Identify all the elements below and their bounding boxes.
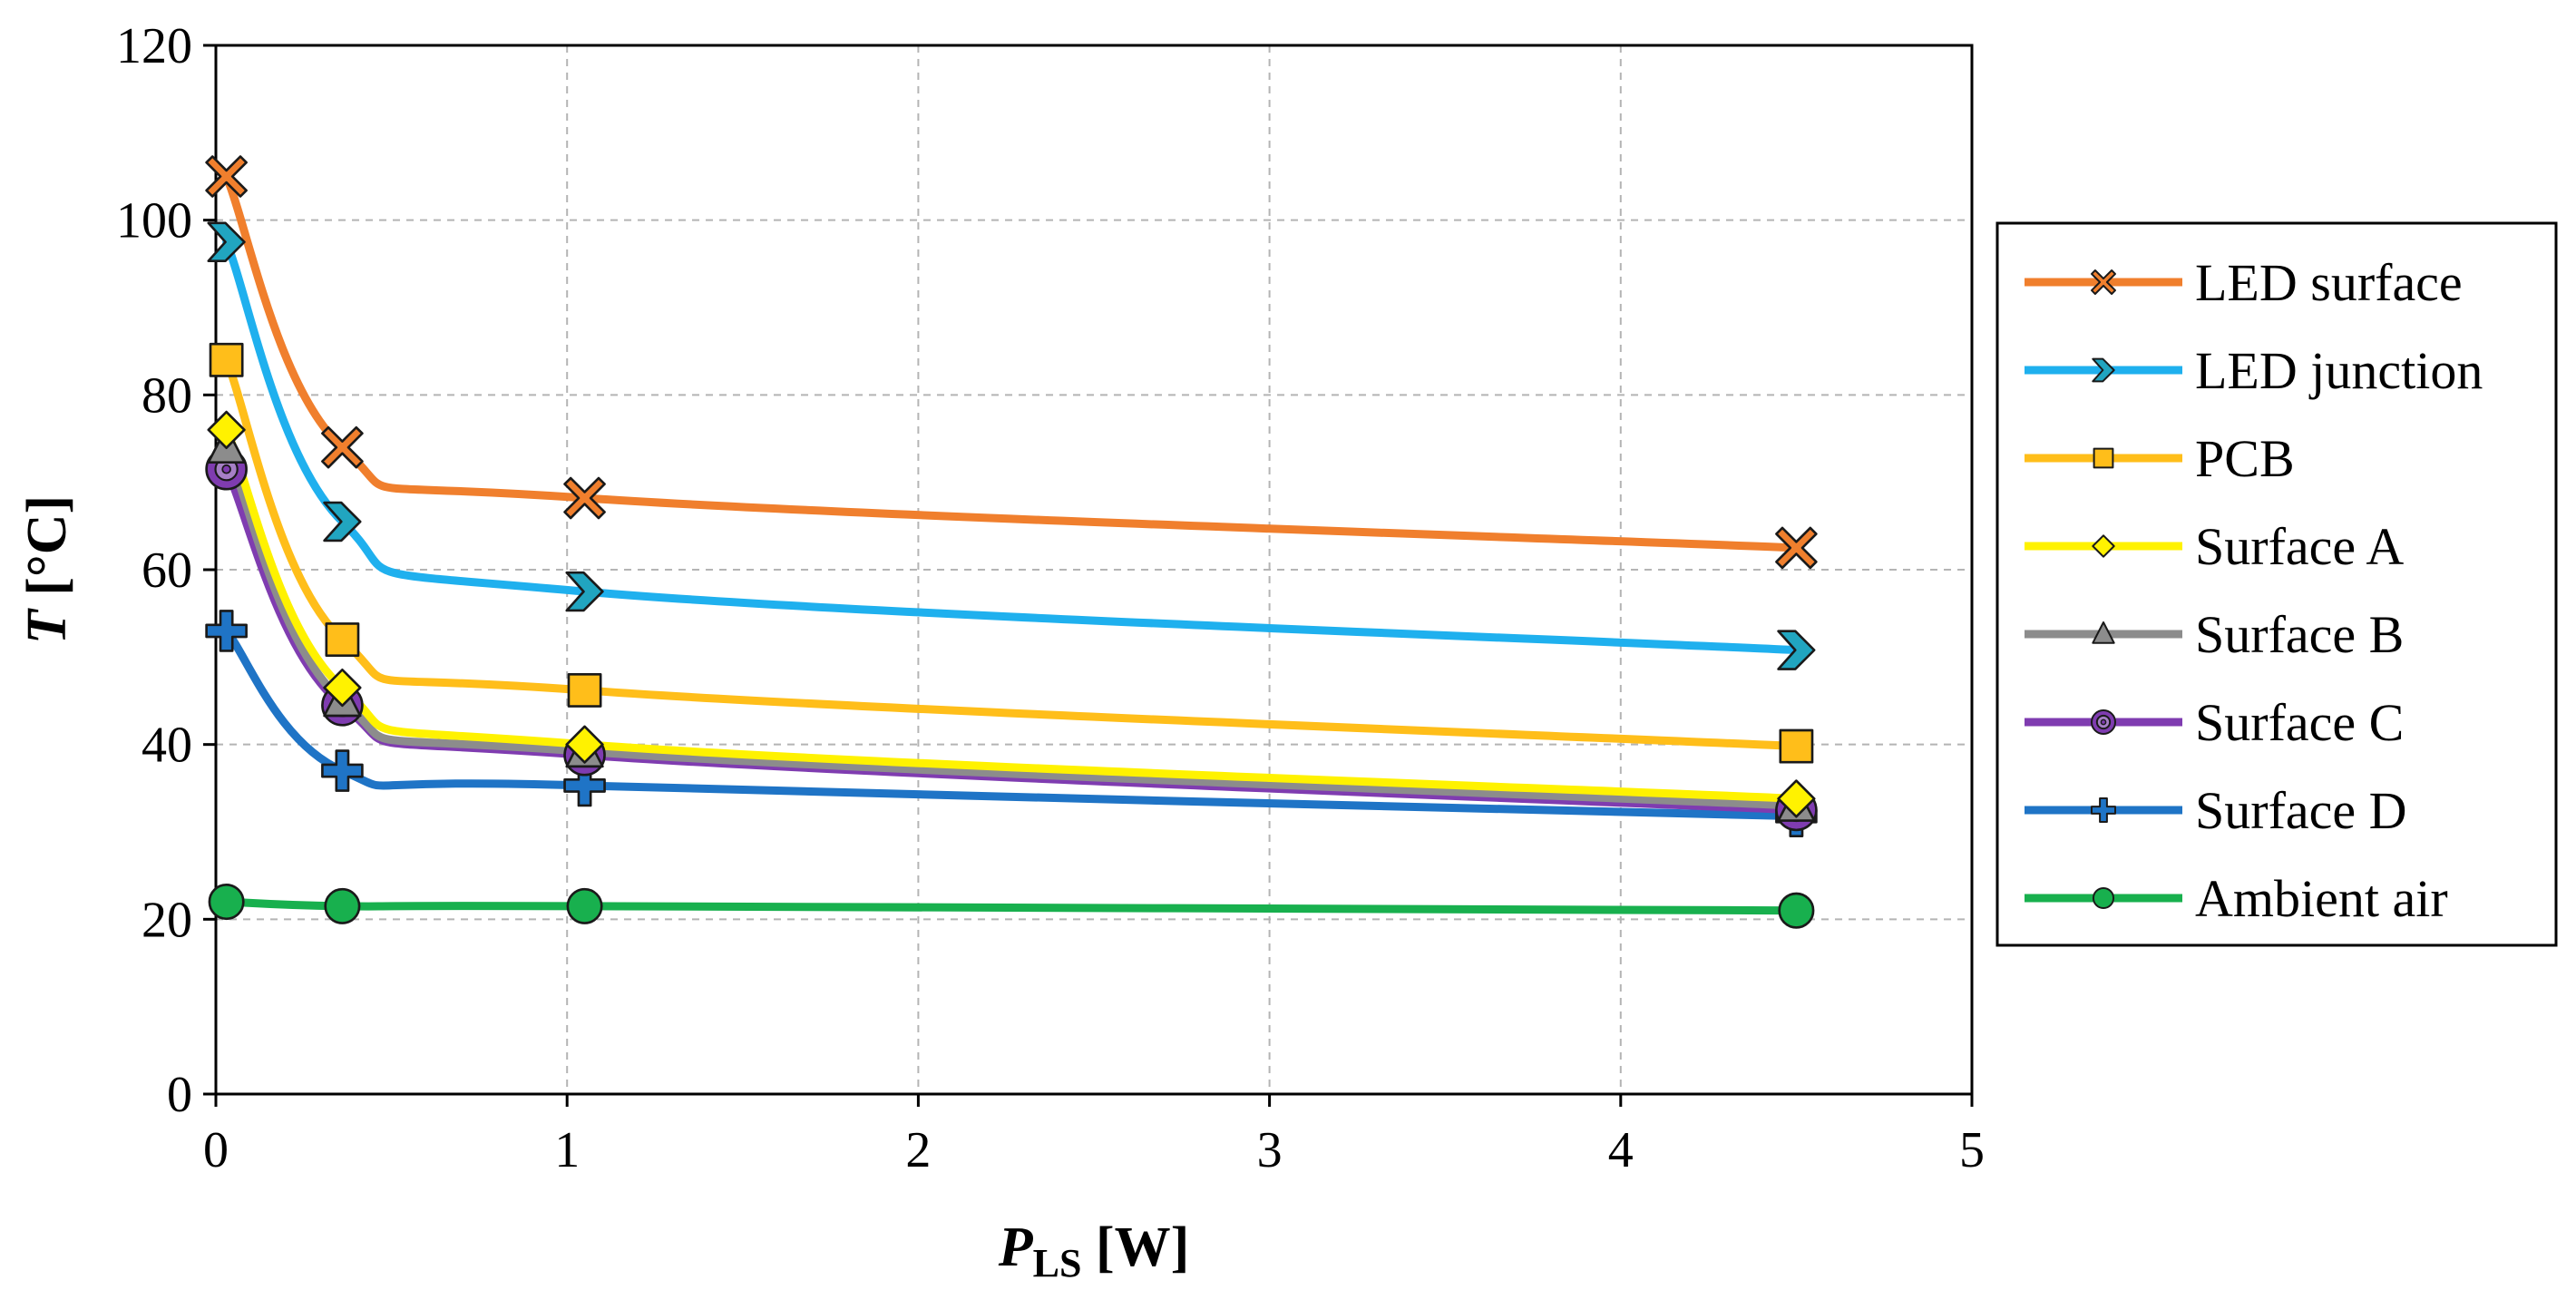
legend-swatch-marker xyxy=(2092,886,2115,910)
data-point-marker xyxy=(565,571,604,612)
legend: LED surface LED junction PCB Surface A Surfa… xyxy=(1995,221,2558,947)
series-line xyxy=(222,897,1800,915)
legend-swatch-marker xyxy=(2091,709,2116,735)
data-point-marker xyxy=(325,622,360,657)
data-point-marker xyxy=(208,884,245,921)
y-tick-label: 120 xyxy=(116,18,192,74)
x-axis-subscript: LS xyxy=(1033,1241,1082,1285)
data-point-marker xyxy=(1777,630,1816,670)
data-point-marker xyxy=(565,725,604,764)
legend-swatch-marker xyxy=(2092,534,2115,558)
legend-label: LED surface xyxy=(2195,253,2463,312)
data-point-marker xyxy=(205,155,248,198)
data-point-marker xyxy=(209,342,244,377)
data-point-marker xyxy=(323,668,362,708)
legend-label: Surface A xyxy=(2195,517,2404,576)
data-point-marker xyxy=(207,221,246,262)
y-tick-label: 60 xyxy=(141,542,192,599)
data-point-marker xyxy=(207,410,246,449)
legend-swatch-marker xyxy=(2092,357,2115,383)
grid-lines xyxy=(216,45,1972,1094)
data-point-marker xyxy=(1779,728,1814,764)
x-tick-label: 3 xyxy=(1257,1122,1283,1178)
x-axis-title: PLS [W] xyxy=(998,1217,1190,1285)
legend-label: Surface B xyxy=(2195,605,2404,664)
x-tick-label: 2 xyxy=(905,1122,931,1178)
legend-label: Surface D xyxy=(2195,781,2407,840)
series-line xyxy=(222,172,1800,552)
legend-swatch-marker xyxy=(2093,447,2114,469)
data-point-marker xyxy=(563,764,606,807)
data-point-marker xyxy=(321,425,364,469)
axis-ticks: 0 20 40 60 80 100 120 0 1 2 3 4 5 xyxy=(116,18,1985,1178)
y-axis-symbol: T xyxy=(16,608,78,644)
series-line xyxy=(222,238,1800,655)
y-tick-label: 40 xyxy=(141,718,192,774)
y-tick-label: 80 xyxy=(141,367,192,424)
legend-swatch-marker xyxy=(2091,797,2116,823)
x-tick-label: 0 xyxy=(203,1122,229,1178)
x-axis-unit: [W] xyxy=(1081,1217,1189,1278)
x-axis-symbol: P xyxy=(998,1217,1034,1278)
legend-frame xyxy=(1995,221,2558,947)
y-tick-label: 0 xyxy=(167,1067,192,1123)
series-line xyxy=(222,443,1800,810)
series-line xyxy=(222,356,1800,751)
legend-label: LED junction xyxy=(2195,341,2483,400)
data-point-marker xyxy=(323,501,362,542)
data-point-marker xyxy=(563,476,606,520)
x-tick-label: 5 xyxy=(1959,1122,1985,1178)
x-tick-label: 4 xyxy=(1608,1122,1634,1178)
data-point-marker xyxy=(1777,779,1816,818)
y-tick-label: 100 xyxy=(116,193,192,249)
data-point-marker xyxy=(321,749,364,792)
data-point-marker xyxy=(1775,526,1818,570)
data-series xyxy=(205,155,1818,929)
y-tick-label: 20 xyxy=(141,892,192,948)
legend-swatch-marker xyxy=(2091,269,2116,295)
data-point-marker xyxy=(205,610,248,652)
x-tick-label: 1 xyxy=(554,1122,580,1178)
data-point-marker xyxy=(324,887,361,924)
data-point-marker xyxy=(567,673,602,708)
legend-label: Ambient air xyxy=(2195,869,2448,928)
legend-label: PCB xyxy=(2195,429,2295,488)
series-line xyxy=(222,425,1800,803)
legend-swatch-marker xyxy=(2092,621,2115,644)
y-axis-unit: [°C] xyxy=(16,495,78,610)
data-point-marker xyxy=(1778,892,1815,929)
y-axis-title: T [°C] xyxy=(16,495,78,644)
data-point-marker xyxy=(566,887,603,924)
legend-label: Surface C xyxy=(2195,693,2404,752)
